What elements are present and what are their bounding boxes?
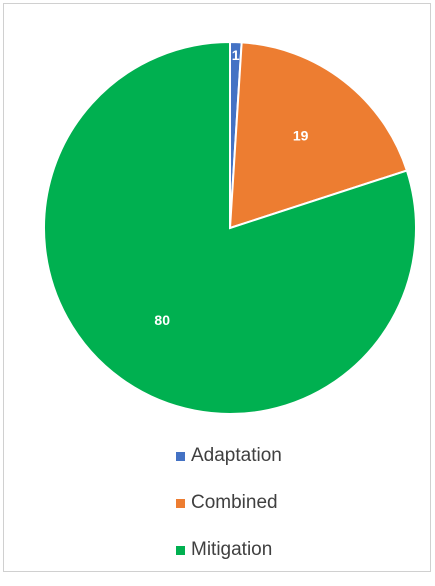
legend-swatch-adaptation bbox=[176, 451, 185, 461]
data-label-adaptation: 1 bbox=[232, 47, 240, 63]
legend-item-adaptation: Adaptation bbox=[176, 445, 282, 467]
legend-item-combined: Combined bbox=[176, 492, 282, 514]
legend-swatch-combined bbox=[176, 498, 185, 508]
pie-slice-mitigation bbox=[43, 40, 417, 415]
legend: Adaptation Combined Mitigation bbox=[176, 445, 282, 586]
legend-label-mitigation: Mitigation bbox=[191, 539, 273, 560]
legend-item-mitigation: Mitigation bbox=[176, 539, 282, 561]
legend-label-adaptation: Adaptation bbox=[191, 445, 282, 466]
legend-label-combined: Combined bbox=[191, 492, 278, 513]
legend-swatch-mitigation bbox=[176, 545, 185, 555]
pie-slice-combined bbox=[228, 41, 409, 230]
data-label-mitigation: 80 bbox=[154, 312, 170, 328]
pie-chart: 1 19 80 bbox=[43, 40, 417, 415]
chart-frame: 1 19 80 Adaptation Combined Mitigation bbox=[3, 3, 431, 572]
data-label-combined: 19 bbox=[293, 128, 309, 144]
